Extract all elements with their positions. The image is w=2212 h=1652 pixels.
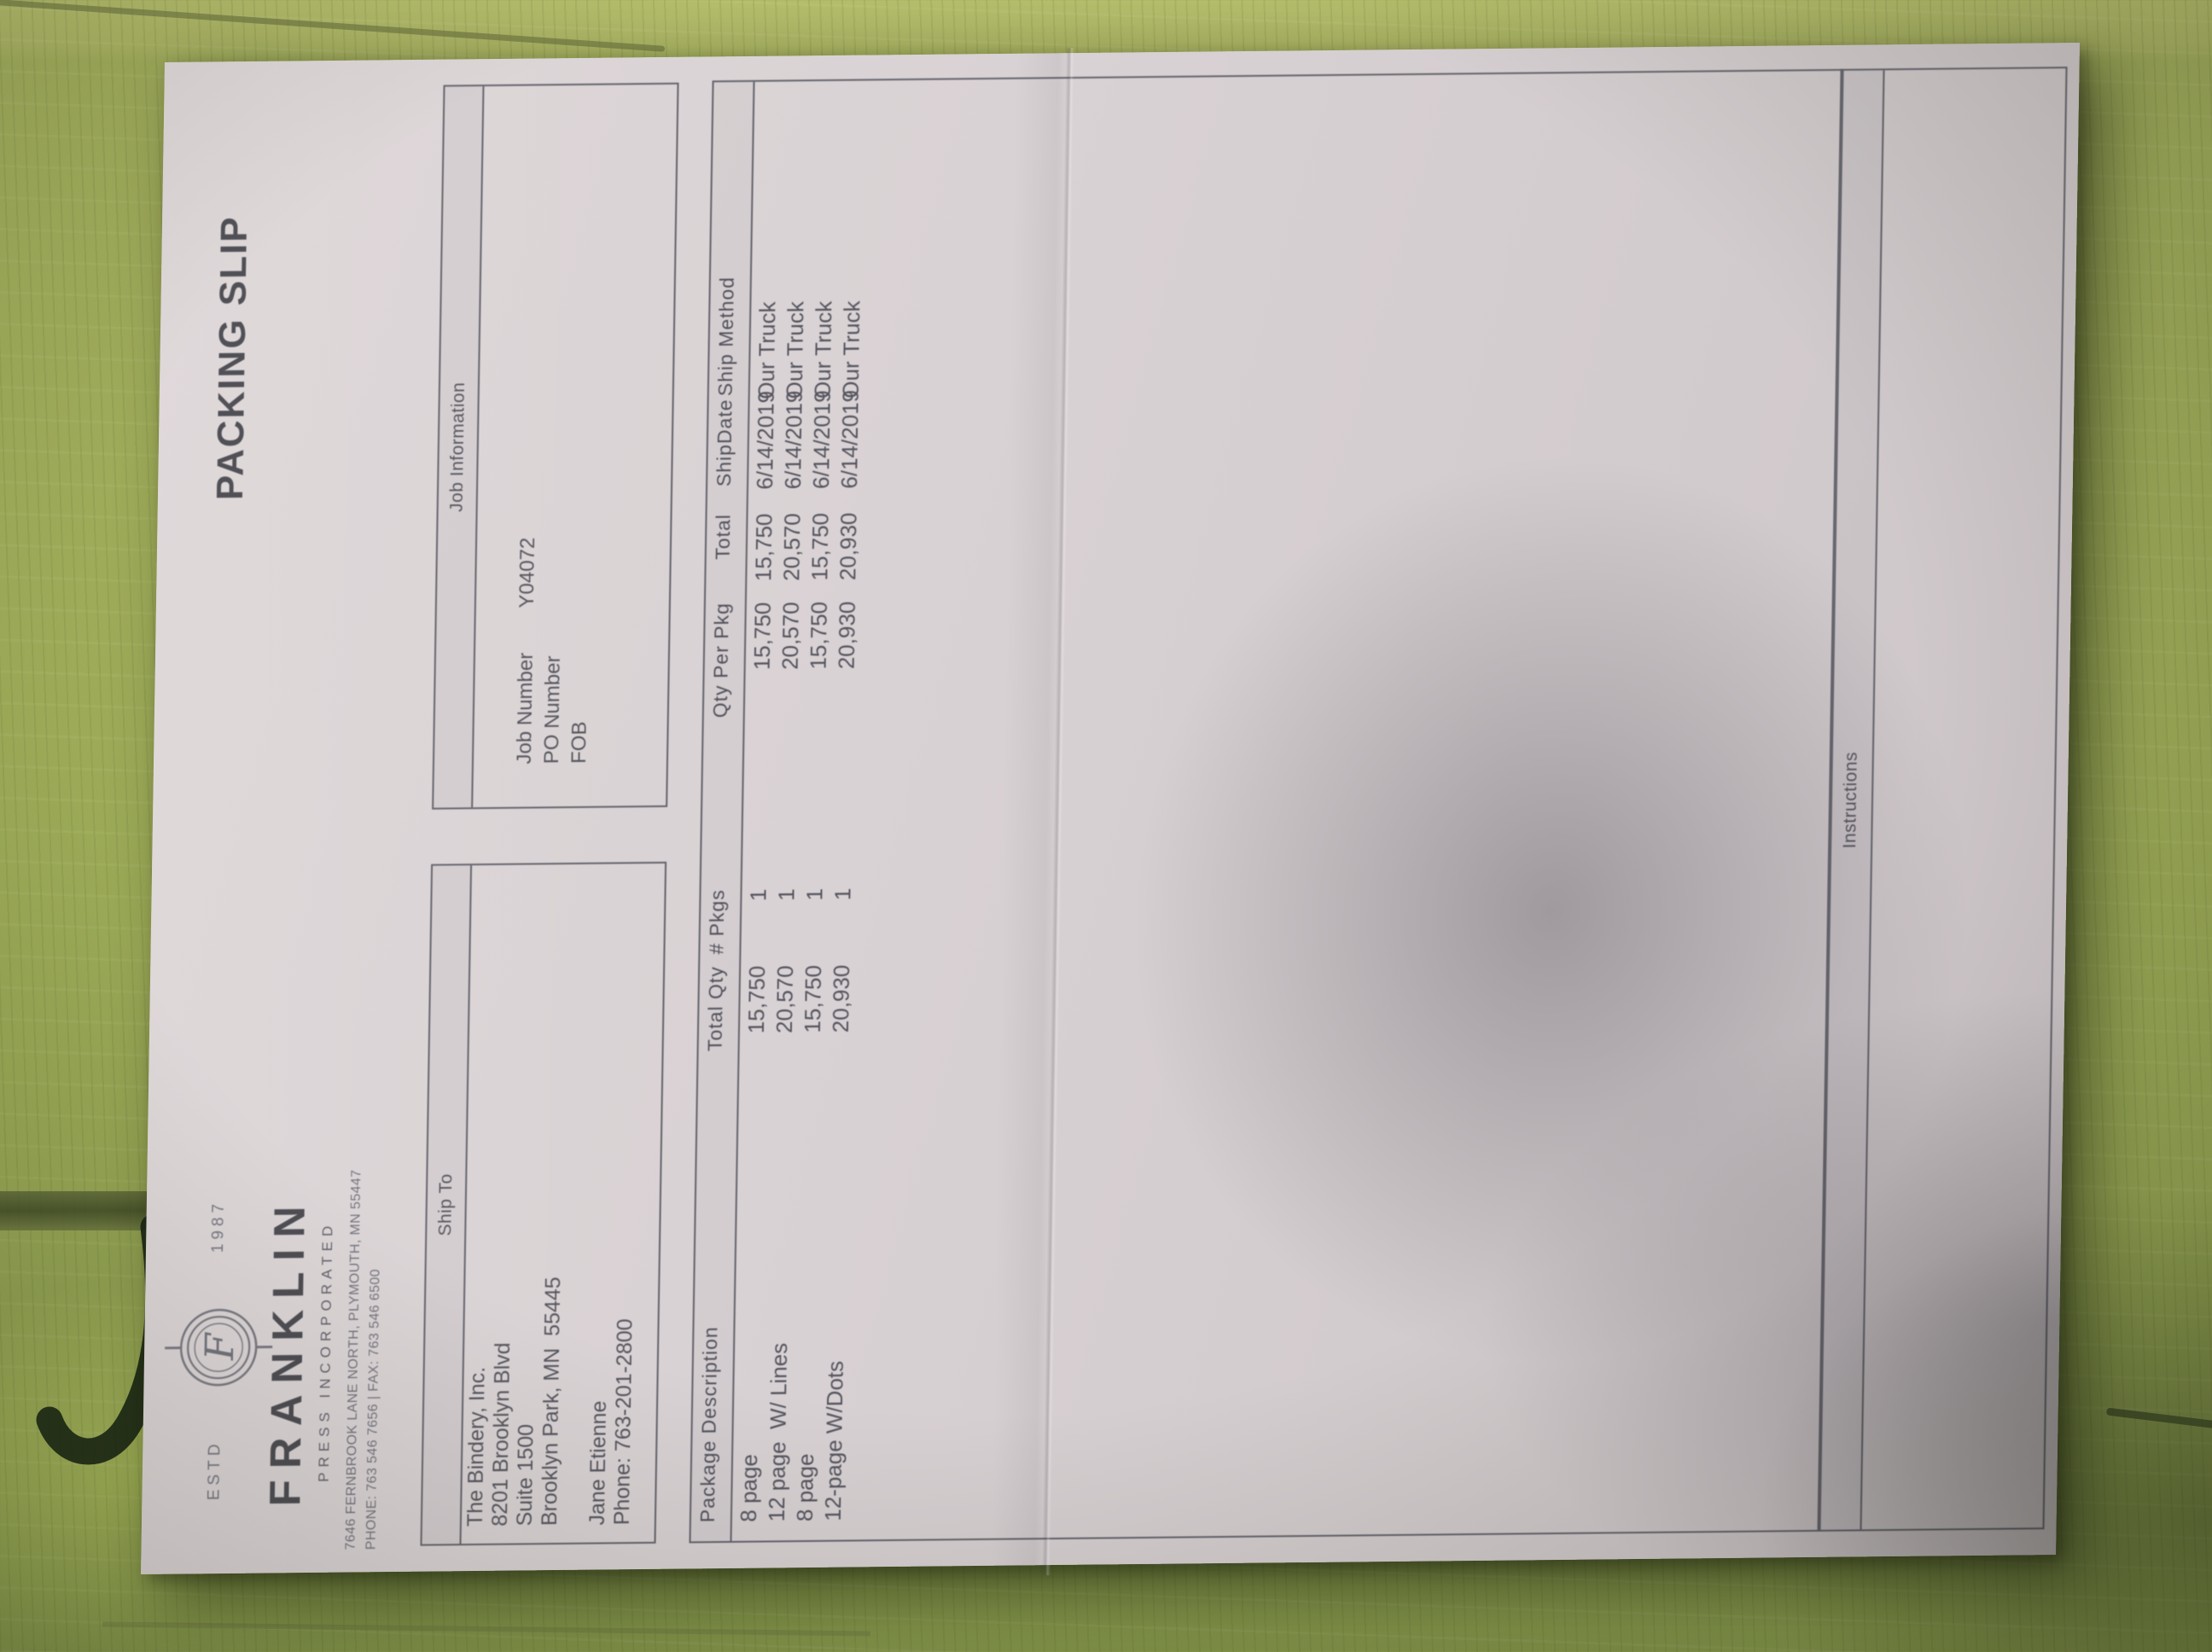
table-row-cell: 6/14/2019: [807, 390, 835, 490]
table-row-cell: 12-page W/Dots: [819, 1360, 848, 1521]
table-row-cell: 15,750: [806, 512, 834, 581]
table-row-cell: 20,570: [771, 965, 799, 1034]
document-title: PACKING SLIP: [208, 215, 256, 501]
job-info-header: Job Information: [434, 86, 485, 808]
col-header-package-description: Package Description: [696, 1326, 722, 1523]
table-row-cell: 12 page W/ Lines: [763, 1342, 793, 1522]
table-row-cell: 1: [745, 888, 771, 902]
ship-to-suite: Suite 1500: [512, 1423, 538, 1527]
company-tagline: PRESS INCORPORATED: [315, 1220, 336, 1482]
fob-label: FOB: [567, 721, 591, 765]
table-row-cell: Our Truck: [781, 301, 809, 399]
table-row-cell: 1: [773, 888, 800, 901]
logo-monogram: F: [196, 1331, 243, 1362]
col-header-shipdate: ShipDate: [713, 398, 736, 487]
wood-plank-seam: [102, 1621, 871, 1637]
ship-to-name: The Bindery, Inc.: [463, 1366, 490, 1527]
ship-to-contact: Jane Etienne: [585, 1400, 612, 1526]
table-row-cell: 15,750: [750, 513, 777, 582]
table-row-cell: 20,570: [778, 513, 806, 582]
table-row-cell: 6/14/2019: [751, 390, 779, 490]
table-row-cell: 15,750: [742, 965, 771, 1034]
table-row-cell: 15,750: [799, 964, 827, 1033]
packing-slip-document: F ESTD 1987 FRANKLIN PRESS INCORPORATED …: [141, 43, 2080, 1574]
instructions-box: Instructions: [1817, 67, 2068, 1532]
table-row-cell: 8 page: [791, 1453, 819, 1522]
table-row-cell: 8 page: [735, 1454, 763, 1522]
po-number-label: PO Number: [539, 655, 565, 765]
wood-plank-seam: [0, 0, 666, 52]
company-name: FRANKLIN: [260, 1195, 314, 1507]
company-phone-fax: PHONE: 763 546 7656 | FAX: 763 546 6500: [364, 1268, 383, 1550]
table-row-cell: Our Truck: [753, 301, 781, 399]
job-number-value: Y04072: [515, 537, 540, 608]
table-row-cell: 6/14/2019: [779, 390, 807, 490]
franklin-logo-emblem: F: [165, 1308, 273, 1387]
col-header-num-pkgs: # Pkgs: [705, 889, 729, 955]
col-header-ship-method: Ship Method: [713, 276, 738, 397]
col-header-total-qty: Total Qty: [703, 966, 728, 1052]
ship-to-city: Brooklyn Park, MN 55445: [537, 1277, 566, 1527]
table-row-cell: Our Truck: [837, 300, 865, 398]
table-row-cell: Our Truck: [809, 300, 837, 399]
packing-slip-paper: F ESTD 1987 FRANKLIN PRESS INCORPORATED …: [141, 42, 2080, 1576]
job-number-label: Job Number: [512, 652, 538, 765]
items-table: [689, 68, 1844, 1544]
company-address: 7646 FERNBROOK LANE NORTH, PLYMOUTH, MN …: [343, 1169, 364, 1550]
ship-to-phone: Phone: 763-201-2800: [609, 1318, 637, 1526]
wood-plank-seam: [2105, 1407, 2212, 1430]
table-row-cell: 20,930: [827, 964, 855, 1033]
table-row-cell: 20,930: [835, 512, 862, 581]
col-header-total: Total: [711, 514, 735, 560]
table-row-cell: 6/14/2019: [835, 389, 864, 489]
table-row-cell: 1: [801, 887, 828, 901]
ship-to-street: 8201 Brooklyn Blvd: [487, 1342, 515, 1527]
table-row-cell: 1: [830, 887, 856, 901]
logo-estd: ESTD: [205, 1440, 224, 1501]
logo-year: 1987: [208, 1199, 228, 1254]
